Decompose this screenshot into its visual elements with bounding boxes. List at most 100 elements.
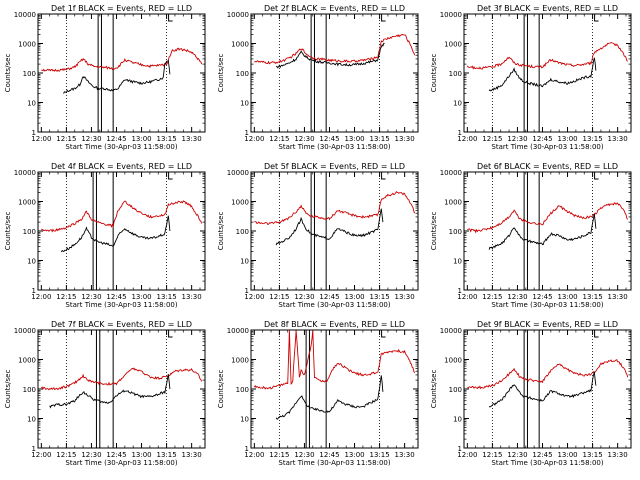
panel-title: Det 1f BLACK = Events, RED = LLD [51,4,192,13]
y-tick-label: 10 [453,258,462,266]
y-tick-label: 10 [453,100,462,108]
interval-bracket [594,14,599,22]
y-tick-label: 10000 [14,327,36,335]
x-tick-label: 13:30 [395,451,415,459]
x-tick-label: 13:15 [582,451,602,459]
y-axis-label: Counts/sec [217,370,225,409]
x-tick-label: 12:00 [457,451,477,459]
x-tick-label: 12:30 [81,293,101,301]
y-tick-label: 1 [245,445,249,453]
panel-9: Det 9f BLACK = Events, RED = LLD Counts/s… [430,320,632,467]
lld-series-line [41,200,203,233]
x-tick-label: 12:45 [106,451,126,459]
y-tick-label: 1 [245,287,249,295]
plot-frame [250,329,419,449]
panel-title: Det 9f BLACK = Events, RED = LLD [477,320,618,329]
panel-title: Det 4f BLACK = Events, RED = LLD [51,162,192,171]
y-tick-label: 100 [23,70,36,78]
y-axis-label: Counts/sec [217,212,225,251]
y-tick-label: 1000 [18,199,36,207]
y-tick-label: 10 [240,416,249,424]
interval-bracket [594,330,599,338]
x-tick-label: 12:15 [269,451,289,459]
x-tick-label: 13:30 [395,135,415,143]
x-tick-label: 12:45 [532,293,552,301]
y-tick-label: 1000 [444,357,462,365]
y-tick-label: 100 [236,228,249,236]
y-tick-label: 10 [453,416,462,424]
plot-frame [37,13,206,133]
y-tick-label: 100 [236,386,249,394]
x-tick-label: 12:30 [507,135,527,143]
x-tick-label: 12:00 [244,451,264,459]
x-tick-label: 13:30 [182,451,202,459]
lld-series-line [254,190,416,225]
x-tick-label: 12:00 [244,135,264,143]
events-series-line [49,374,171,409]
y-tick-label: 10 [240,258,249,266]
x-tick-label: 12:45 [319,135,339,143]
y-tick-label: 1000 [444,41,462,49]
x-tick-label: 12:00 [457,135,477,143]
y-tick-label: 10000 [14,11,36,19]
x-tick-label: 12:15 [482,293,502,301]
panel-2: Det 2f BLACK = Events, RED = LLD Counts/s… [217,4,419,151]
y-axis-label: Counts/sec [4,54,12,93]
y-tick-label: 100 [23,386,36,394]
y-tick-label: 1 [458,129,462,137]
x-tick-label: 13:30 [395,293,415,301]
x-tick-label: 12:30 [294,135,314,143]
x-axis-caption: Start Time (30-Apr-03 11:58:00) [278,143,390,151]
events-series-line [488,371,597,408]
y-axis-label: Counts/sec [430,212,438,251]
y-tick-label: 1000 [444,199,462,207]
panel-title: Det 7f BLACK = Events, RED = LLD [51,320,192,329]
x-tick-label: 12:45 [532,135,552,143]
events-series-line [488,213,597,250]
x-tick-label: 13:30 [608,293,628,301]
y-tick-label: 1000 [18,41,36,49]
panel-title: Det 6f BLACK = Events, RED = LLD [477,162,618,171]
x-tick-label: 12:45 [319,293,339,301]
x-tick-label: 12:00 [244,293,264,301]
y-tick-label: 100 [449,386,462,394]
panel-4: Det 4f BLACK = Events, RED = LLD Counts/s… [4,162,206,309]
x-tick-label: 12:00 [31,135,51,143]
y-tick-label: 1 [32,445,36,453]
y-axis-label: Counts/sec [430,54,438,93]
y-tick-label: 10000 [440,169,462,177]
x-tick-label: 13:15 [369,135,389,143]
plot-frame [37,171,206,291]
x-axis-caption: Start Time (30-Apr-03 11:58:00) [491,301,603,309]
x-tick-label: 13:00 [344,135,364,143]
x-tick-label: 12:45 [532,451,552,459]
x-tick-label: 12:30 [294,293,314,301]
y-axis-label: Counts/sec [4,370,12,409]
interval-bracket [381,14,386,22]
x-tick-label: 13:15 [582,293,602,301]
x-axis-caption: Start Time (30-Apr-03 11:58:00) [278,301,390,309]
x-tick-label: 13:15 [156,135,176,143]
x-tick-label: 13:00 [344,451,364,459]
interval-bracket [381,172,386,180]
events-series-line [275,42,385,69]
x-tick-label: 13:00 [344,293,364,301]
x-axis-caption: Start Time (30-Apr-03 11:58:00) [278,459,390,467]
y-tick-label: 1 [32,287,36,295]
x-tick-label: 12:15 [56,293,76,301]
x-tick-label: 13:30 [182,293,202,301]
x-tick-label: 12:45 [319,451,339,459]
x-tick-label: 12:30 [294,451,314,459]
x-tick-label: 13:00 [131,293,151,301]
y-tick-label: 1000 [231,357,249,365]
panel-6: Det 6f BLACK = Events, RED = LLD Counts/s… [430,162,632,309]
x-axis-caption: Start Time (30-Apr-03 11:58:00) [491,459,603,467]
events-series-line [62,60,171,94]
y-tick-label: 10 [240,100,249,108]
y-tick-label: 1 [32,129,36,137]
y-tick-label: 1 [458,445,462,453]
x-tick-label: 12:00 [31,451,51,459]
x-tick-label: 12:15 [56,135,76,143]
y-axis-label: Counts/sec [430,370,438,409]
